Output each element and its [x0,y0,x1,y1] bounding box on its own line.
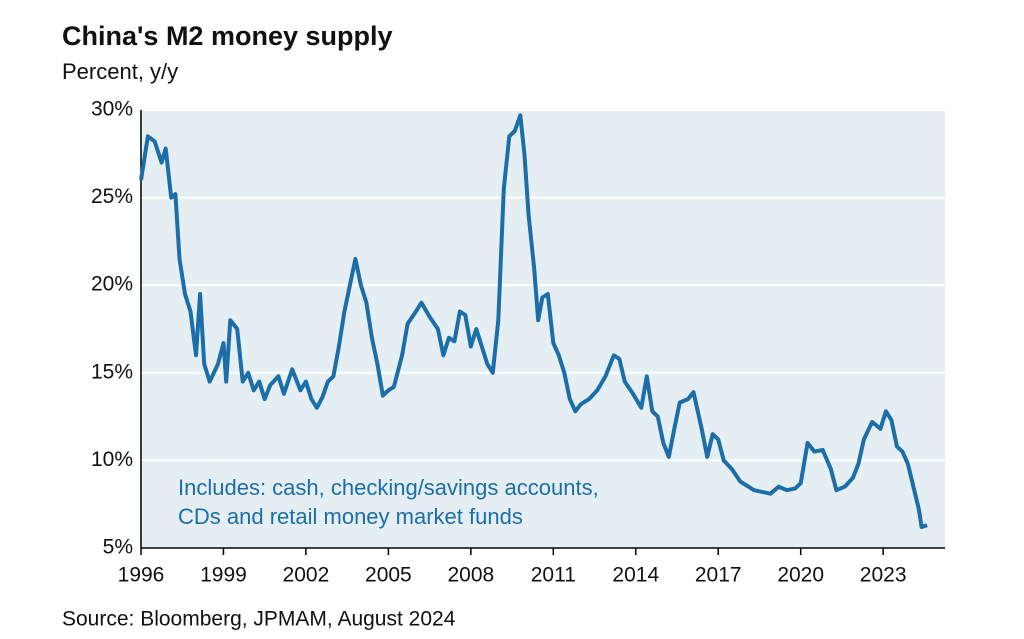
x-tick-label: 1996 [118,564,165,587]
y-tick-label: 20% [91,273,133,296]
chart-subtitle: Percent, y/y [62,59,178,84]
x-tick-label: 2023 [860,564,907,587]
y-tick-label: 25% [91,185,133,208]
x-tick-label: 2020 [777,564,824,587]
x-tick-label: 2008 [447,564,494,587]
x-tick-label: 2014 [612,564,659,587]
x-tick-label: 2011 [531,564,576,587]
y-tick-label: 5% [103,536,133,559]
y-tick-label: 15% [91,360,133,383]
x-tick-label: 2017 [695,564,742,587]
y-tick-label: 10% [91,448,133,471]
x-tick-label: 1999 [200,564,247,587]
chart-title: China's M2 money supply [62,21,393,51]
x-tick-label: 2002 [283,564,330,587]
x-tick-label: 2005 [365,564,412,587]
line-series [139,113,928,529]
source: Source: Bloomberg, JPMAM, August 2024 [62,608,456,631]
plot-background [141,110,945,548]
annotation: Includes: cash, checking/savings account… [178,475,599,500]
y-tick-label: 30% [91,98,133,121]
annotation: CDs and retail money market funds [178,504,523,529]
